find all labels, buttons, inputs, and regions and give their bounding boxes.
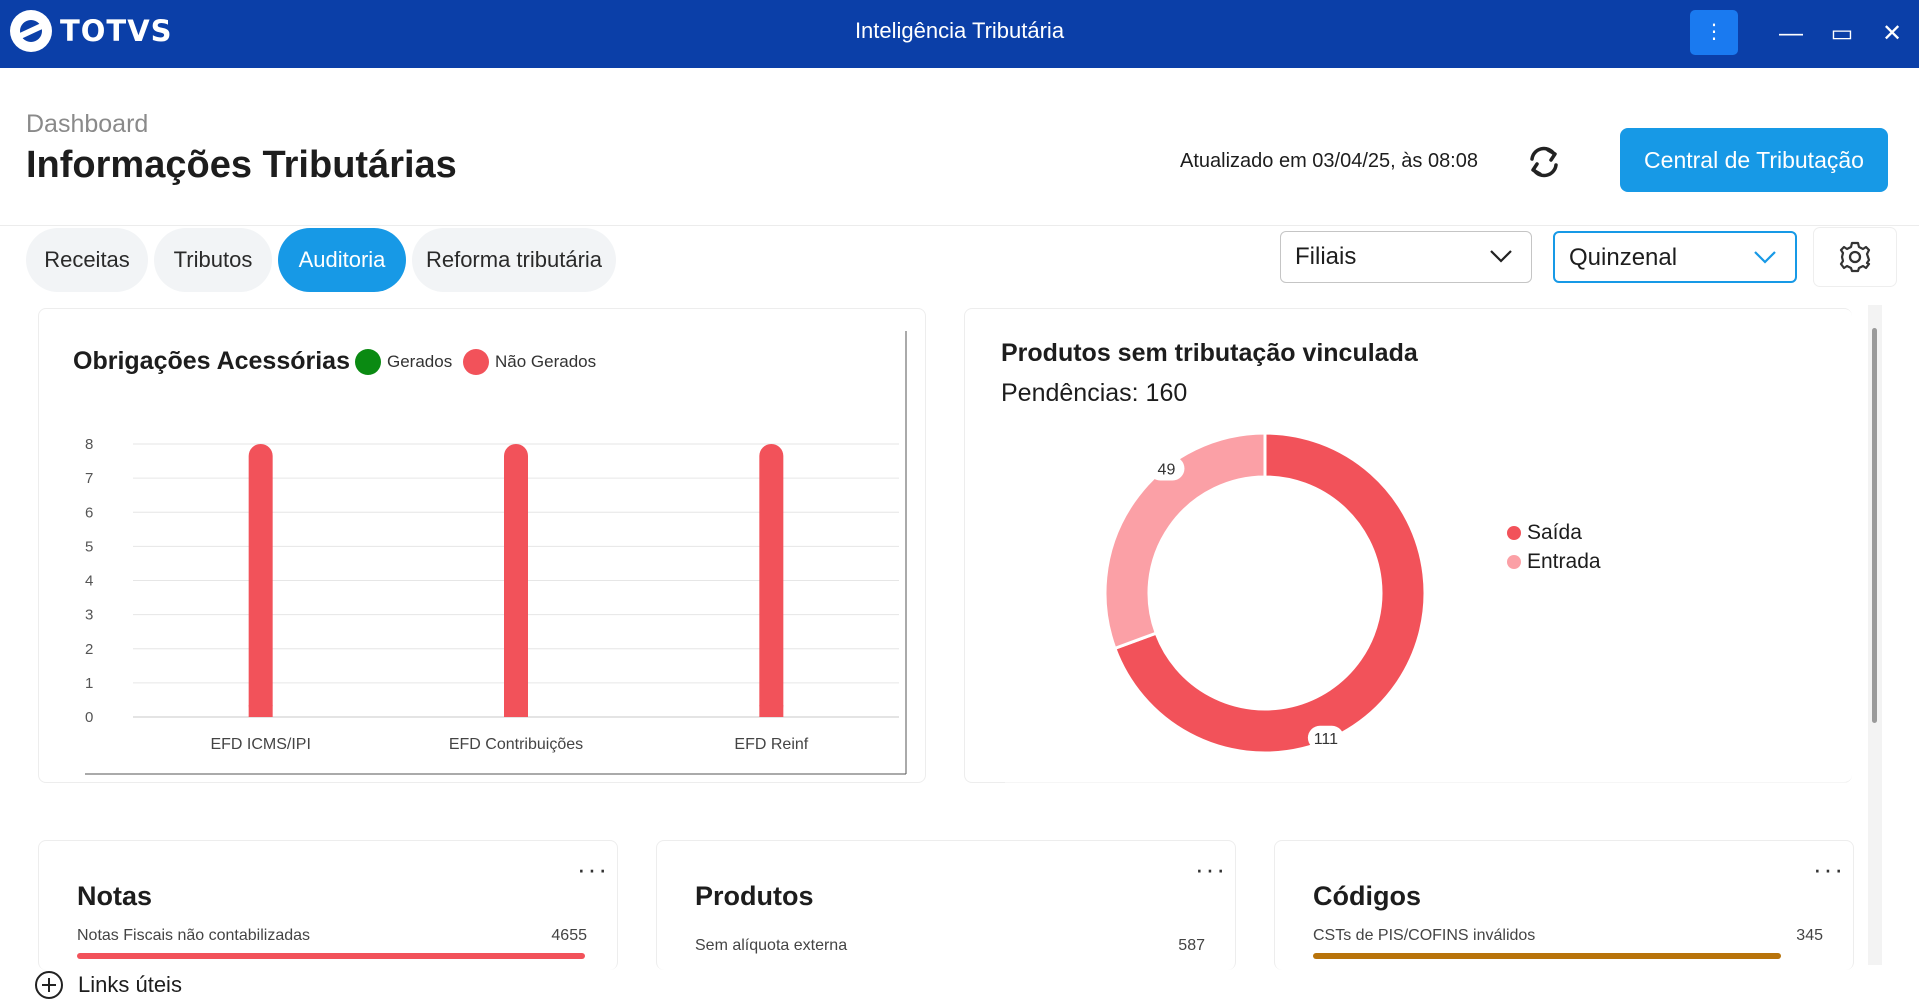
notas-title: Notas (77, 881, 153, 911)
notas-progress-bar (77, 953, 585, 959)
data-label-bg (1148, 456, 1185, 481)
bar-chart: 0 1 2 3 4 5 6 7 8 EFD ICMS/IPI EFD Contribuições EF… (85, 331, 907, 775)
donut-chart-title: Produtos sem tributação vinculada (1001, 339, 1418, 367)
branch-select-value: Filiais (1295, 243, 1357, 270)
tab-reforma-tributaria[interactable]: Reforma tributária (412, 228, 616, 292)
y-tick-label: 1 (85, 675, 93, 692)
obrigacoes-card: Obrigações Acessórias Gerados Não Gerado… (38, 308, 926, 783)
window-title: Inteligência Tributária (854, 18, 1065, 43)
title-bar: TOTVS Inteligência Tributária ⋮ — ▭ ✕ (0, 0, 1919, 68)
bar-chart-title: Obrigações Acessórias (73, 347, 350, 375)
produtos-sem-tributacao-card: Produtos sem tributação vinculada Pendên… (964, 308, 1853, 784)
gear-icon (1839, 241, 1871, 273)
bar-base (248, 705, 273, 717)
donut-slice-entrada (1103, 431, 1267, 651)
legend-nao-gerados-dot (463, 349, 489, 375)
refresh-icon[interactable] (1524, 142, 1564, 182)
kebab-icon[interactable]: ⋮ (1690, 10, 1738, 55)
tab-auditoria[interactable]: Auditoria (278, 228, 406, 292)
tab-tributos[interactable]: Tributos (154, 228, 272, 292)
legend-saida-label: Saída (1527, 521, 1582, 544)
y-tick-label: 7 (85, 470, 93, 487)
brand-name: TOTVS (60, 14, 173, 48)
y-tick-label: 6 (85, 504, 93, 521)
settings-button[interactable] (1814, 228, 1896, 286)
y-tick-label: 5 (85, 538, 93, 555)
legend-gerados-dot (355, 349, 381, 375)
y-tick-label: 0 (85, 709, 93, 726)
breadcrumb[interactable]: Dashboard (26, 110, 149, 138)
legend-nao-gerados-label: Não Gerados (495, 352, 597, 371)
bar-não-gerados (248, 444, 273, 717)
central-tributacao-button[interactable]: Central de Tributação (1620, 128, 1888, 192)
close-icon[interactable]: ✕ (1881, 20, 1903, 47)
codigos-label: CSTs de PIS/COFINS inválidos (1313, 927, 1536, 944)
legend-gerados: Gerados (355, 349, 452, 375)
last-updated-text: Atualizado em 03/04/25, às 08:08 (1180, 150, 1478, 172)
legend-gerados-label: Gerados (387, 352, 453, 371)
notas-label: Notas Fiscais não contabilizadas (77, 927, 311, 944)
period-select[interactable]: Quinzenal (1553, 231, 1797, 283)
legend-entrada-label: Entrada (1527, 550, 1601, 573)
links-uteis[interactable]: Links úteis (34, 970, 182, 1000)
y-tick-label: 2 (85, 641, 93, 658)
codigos-value: 345 (1796, 927, 1823, 944)
data-label: 49 (1158, 461, 1176, 478)
notas-card: ··· Notas Notas Fiscais não contabilizad… (38, 840, 618, 970)
scrollbar-thumb[interactable] (1872, 328, 1877, 723)
page-title: Informações Tributárias (26, 144, 457, 186)
minimize-icon[interactable]: — (1779, 20, 1803, 47)
data-label-bg (1307, 725, 1344, 750)
tab-receitas[interactable]: Receitas (26, 228, 148, 292)
links-uteis-label: Links úteis (78, 972, 182, 997)
x-tick-label: EFD Reinf (734, 736, 808, 753)
chevron-down-icon (1490, 250, 1512, 263)
legend-entrada: Entrada (1507, 550, 1601, 574)
more-icon[interactable]: ··· (577, 854, 609, 884)
branch-select[interactable]: Filiais (1280, 231, 1532, 283)
maximize-icon[interactable]: ▭ (1830, 20, 1854, 47)
totvs-logo-icon (10, 10, 52, 52)
legend-saida-dot (1507, 526, 1521, 540)
legend-nao-gerados: Não Gerados (463, 349, 596, 375)
more-icon[interactable]: ··· (1195, 854, 1227, 884)
produtos-label: Sem alíquota externa (695, 937, 848, 954)
legend-saida: Saída (1507, 521, 1582, 545)
produtos-card: ··· Produtos Sem alíquota externa 587 (656, 840, 1236, 970)
period-select-value: Quinzenal (1569, 244, 1678, 271)
produtos-title: Produtos (695, 881, 814, 911)
y-tick-label: 8 (85, 436, 93, 453)
notas-value: 4655 (551, 927, 587, 944)
legend-entrada-dot (1507, 555, 1521, 569)
x-tick-label: EFD ICMS/IPI (210, 736, 310, 753)
x-tick-label: EFD Contribuições (449, 736, 583, 753)
more-icon[interactable]: ··· (1813, 854, 1845, 884)
codigos-progress-bar (1313, 953, 1781, 959)
donut-chart: 111 49 (1005, 431, 1853, 784)
bar-base (504, 705, 528, 717)
produtos-value: 587 (1178, 937, 1205, 954)
bar-base (759, 705, 784, 717)
bar-não-gerados (759, 444, 784, 717)
y-tick-label: 4 (85, 573, 93, 590)
y-tick-label: 3 (85, 607, 93, 624)
pendencias-count: Pendências: 160 (1001, 379, 1188, 407)
plus-circle-icon[interactable] (34, 970, 64, 1000)
totvs-logo: TOTVS (10, 10, 173, 52)
codigos-title: Códigos (1313, 881, 1421, 911)
data-label: 111 (1314, 731, 1338, 748)
header-divider (0, 225, 1919, 226)
bar-não-gerados (504, 444, 528, 717)
donut-slice-saída (1112, 431, 1427, 755)
codigos-card: ··· Códigos CSTs de PIS/COFINS inválidos… (1274, 840, 1854, 970)
chevron-down-icon (1754, 251, 1776, 264)
